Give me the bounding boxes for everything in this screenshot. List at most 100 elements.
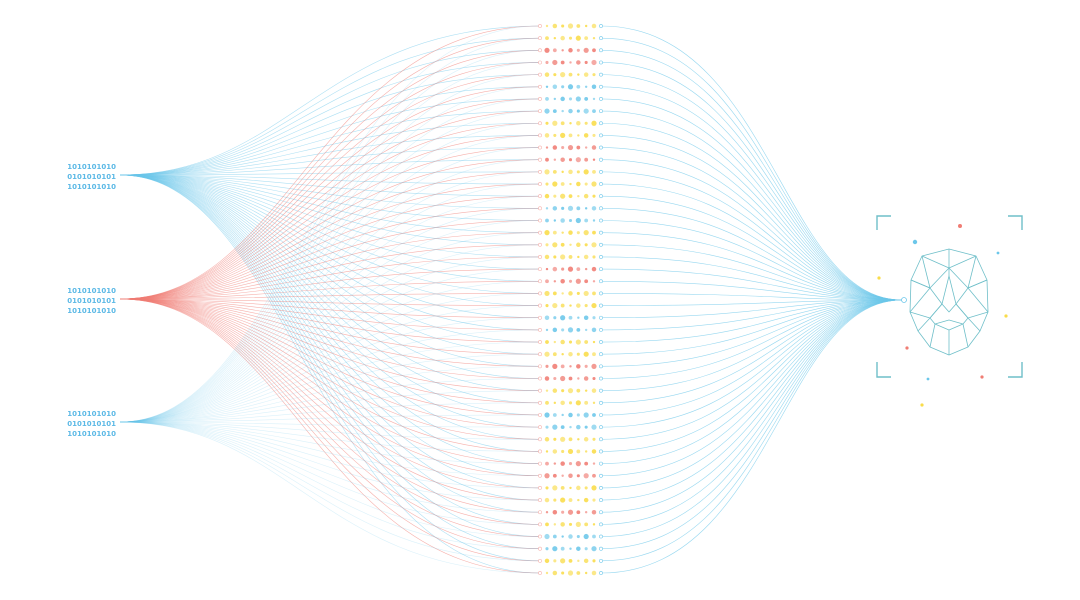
hidden-neuron xyxy=(561,389,565,393)
hidden-neuron xyxy=(576,120,581,126)
hidden-neuron xyxy=(583,133,589,138)
input-edge xyxy=(119,62,541,423)
hidden-neuron xyxy=(567,327,574,333)
hidden-neuron xyxy=(591,120,597,126)
hidden-neuron xyxy=(552,120,558,126)
hidden-neuron xyxy=(568,401,573,405)
row-input-port xyxy=(538,461,542,466)
hidden-neuron xyxy=(577,194,580,198)
hidden-neuron xyxy=(552,352,557,357)
hidden-neuron xyxy=(544,351,550,357)
output-edge xyxy=(600,299,903,355)
input-edge xyxy=(119,280,541,423)
row-output-port xyxy=(599,36,603,41)
hidden-layer xyxy=(538,23,603,576)
hidden-neuron xyxy=(569,486,572,490)
input-edge xyxy=(119,174,541,404)
hidden-neuron xyxy=(592,73,596,77)
hidden-neuron xyxy=(545,24,549,28)
hidden-neuron xyxy=(545,218,549,223)
hidden-neuron xyxy=(568,48,573,53)
output-connections xyxy=(600,25,903,574)
hidden-neuron xyxy=(576,24,581,28)
hidden-neuron xyxy=(583,108,589,114)
row-input-port xyxy=(538,571,542,575)
input-edge xyxy=(119,50,541,423)
hidden-neuron xyxy=(576,231,580,235)
input-edge xyxy=(119,174,541,221)
hidden-row xyxy=(538,363,603,369)
hidden-neuron xyxy=(577,316,580,319)
hidden-neuron xyxy=(583,315,589,320)
hidden-neuron xyxy=(592,340,596,344)
hidden-neuron xyxy=(584,97,589,101)
hidden-neuron xyxy=(552,242,558,248)
hidden-row xyxy=(538,23,603,29)
hidden-neuron xyxy=(577,559,580,563)
hidden-neuron xyxy=(553,194,557,198)
hidden-neuron xyxy=(545,328,549,332)
hidden-neuron xyxy=(592,437,596,441)
input-edge xyxy=(119,298,541,343)
hidden-neuron xyxy=(560,193,566,199)
hidden-neuron xyxy=(552,534,557,539)
hidden-neuron xyxy=(576,485,581,491)
hidden-neuron xyxy=(544,533,550,540)
hidden-neuron xyxy=(545,522,549,527)
hidden-neuron xyxy=(575,400,581,406)
output-edge xyxy=(600,293,903,301)
row-input-port xyxy=(538,340,542,344)
input-edge xyxy=(119,298,541,416)
hidden-neuron xyxy=(568,534,573,539)
hidden-row xyxy=(538,193,603,199)
input-edge xyxy=(119,174,541,513)
input-edge xyxy=(119,174,541,574)
hidden-neuron xyxy=(545,450,549,453)
hidden-neuron xyxy=(575,96,581,102)
hidden-neuron xyxy=(545,547,549,551)
hidden-neuron xyxy=(592,462,596,465)
binary-text: 0101010101 xyxy=(67,173,116,181)
hidden-neuron xyxy=(544,169,550,175)
hidden-neuron xyxy=(545,146,549,149)
hidden-neuron xyxy=(591,388,597,393)
hidden-neuron xyxy=(545,157,549,162)
input-edge xyxy=(119,305,541,423)
hidden-neuron xyxy=(560,400,565,406)
input-edge xyxy=(119,298,541,525)
input-edge xyxy=(119,86,541,176)
row-input-port xyxy=(538,133,542,138)
input-edge xyxy=(119,195,541,300)
input-edge xyxy=(119,174,541,197)
hidden-neuron xyxy=(576,291,580,295)
input-edge xyxy=(119,244,541,300)
hidden-neuron xyxy=(568,194,573,199)
hidden-row xyxy=(538,242,603,248)
input-edge xyxy=(119,232,541,300)
hidden-neuron xyxy=(592,473,596,478)
row-output-port xyxy=(599,534,603,539)
row-input-port xyxy=(538,72,542,77)
input-edge xyxy=(119,421,541,562)
row-input-port xyxy=(538,242,542,247)
input-edge xyxy=(119,244,541,423)
output-edge xyxy=(600,299,903,489)
hidden-neuron xyxy=(576,181,581,187)
hidden-neuron xyxy=(553,73,557,77)
hidden-neuron xyxy=(583,351,589,357)
hidden-row xyxy=(538,521,603,527)
output-edge xyxy=(600,299,903,319)
input-edge xyxy=(119,147,541,300)
hidden-row xyxy=(538,473,603,479)
hidden-neuron xyxy=(592,498,596,502)
input-edge xyxy=(119,298,541,501)
row-input-port xyxy=(538,84,542,89)
row-output-port xyxy=(599,169,603,174)
input-edge xyxy=(119,414,541,423)
hidden-neuron xyxy=(545,571,549,575)
hidden-neuron xyxy=(583,254,589,260)
hidden-neuron xyxy=(553,523,557,526)
hidden-neuron xyxy=(545,36,549,41)
row-output-port xyxy=(599,121,603,126)
hidden-row xyxy=(538,266,603,272)
